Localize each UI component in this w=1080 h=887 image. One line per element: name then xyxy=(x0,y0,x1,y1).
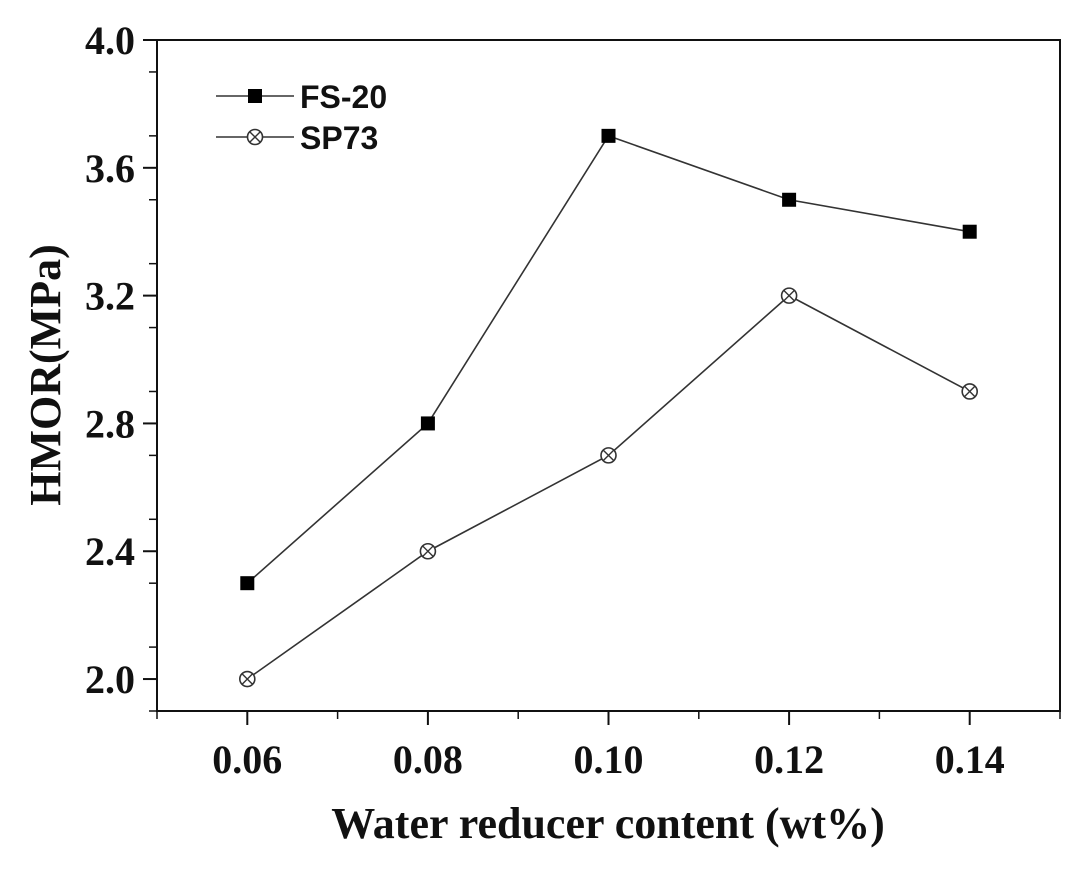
y-axis-title: HMOR(MPa) xyxy=(21,244,70,505)
legend-marker-fs20 xyxy=(248,89,262,103)
y-tick-label: 2.0 xyxy=(85,657,135,702)
data-point-fs20 xyxy=(962,224,977,239)
x-tick-label: 0.10 xyxy=(574,737,644,782)
series-layer xyxy=(239,128,979,688)
axes: 0.06 0.08 0.10 0.12 0.14 2.0 2.4 2.8 3.2 3.6 4.0 xyxy=(85,18,1061,782)
series-line-fs20 xyxy=(246,134,970,584)
data-point-sp73 xyxy=(961,383,979,400)
legend: FS-20 SP73 xyxy=(216,79,387,156)
y-tick-label: 4.0 xyxy=(85,18,135,63)
y-tick-label: 2.4 xyxy=(85,529,135,574)
x-tick-label: 0.08 xyxy=(393,737,463,782)
y-tick-label: 3.6 xyxy=(85,146,135,191)
y-tick-label: 2.8 xyxy=(85,401,135,446)
legend-label-sp73: SP73 xyxy=(300,120,378,156)
data-point-fs20 xyxy=(601,128,616,143)
data-point-sp73 xyxy=(419,542,437,560)
data-point-sp73 xyxy=(600,447,617,464)
data-point-sp73 xyxy=(239,670,256,688)
x-axis-title: Water reducer content (wt%) xyxy=(331,799,885,848)
y-tick-label: 3.2 xyxy=(85,274,135,319)
x-tick-label: 0.14 xyxy=(935,737,1005,782)
data-point-fs20 xyxy=(420,416,435,431)
data-point-sp73 xyxy=(780,287,798,304)
x-tick-label: 0.06 xyxy=(212,737,282,782)
legend-label-fs20: FS-20 xyxy=(300,79,387,115)
x-tick-label: 0.12 xyxy=(754,737,824,782)
data-point-fs20 xyxy=(240,576,255,591)
legend-marker-sp73 xyxy=(246,128,264,146)
data-point-fs20 xyxy=(782,192,797,207)
